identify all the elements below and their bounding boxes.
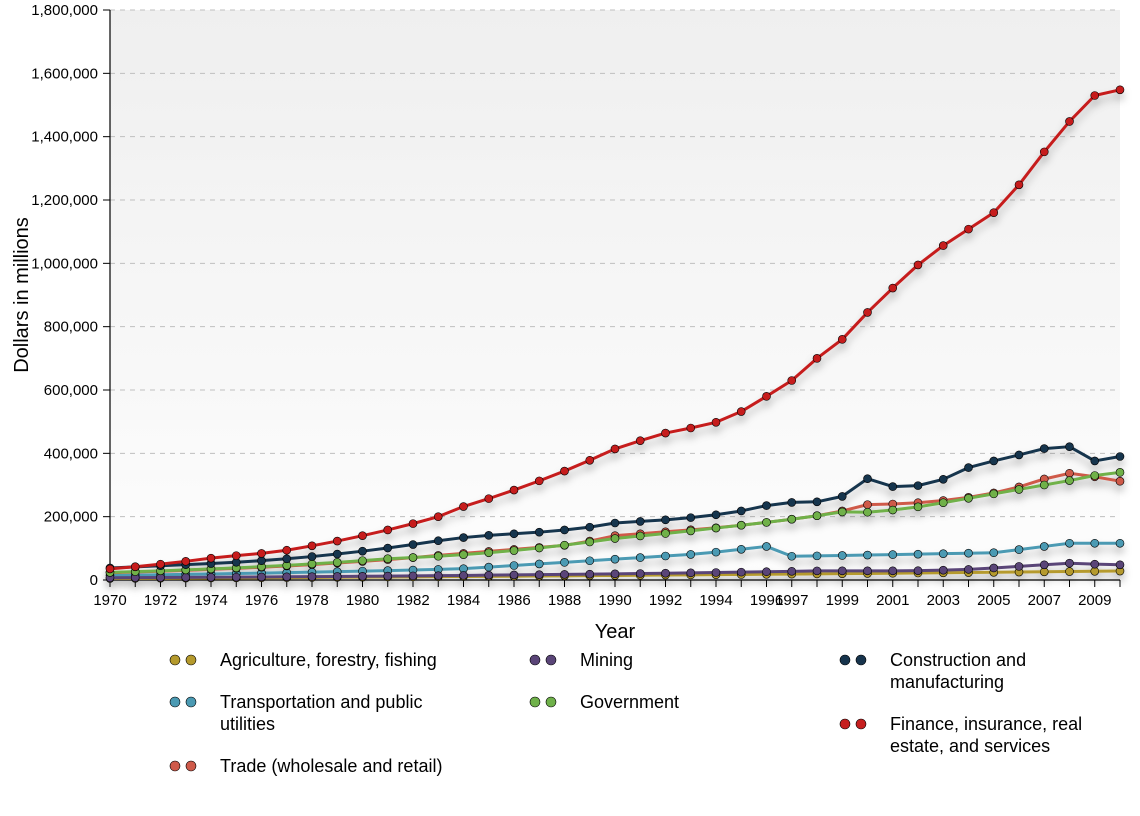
y-tick-label: 1,400,000 [31,129,98,146]
x-tick-label: 1997 [775,592,808,609]
legend-label: estate, and services [890,736,1050,756]
legend-item-trade: Trade (wholesale and retail) [160,756,442,776]
y-tick-label: 1,600,000 [31,65,98,82]
x-tick-label: 1970 [93,592,126,609]
y-tick-label: 0 [90,572,98,589]
legend-label: Government [580,692,679,712]
line-chart: 0 200,000 400,000 600,000 800,000 1,000,000 1,… [0,0,1140,816]
legend-label: manufacturing [890,672,1004,692]
y-tick-label: 1,000,000 [31,255,98,272]
x-tick-label: 1980 [346,592,379,609]
legend-label: Mining [580,650,633,670]
x-tick-label: 2001 [876,592,909,609]
x-tick-label: 1984 [447,592,480,609]
legend-item-agriculture: Agriculture, forestry, fishing [160,650,437,670]
x-tick-label: 1992 [649,592,682,609]
legend-label: Agriculture, forestry, fishing [220,650,437,670]
x-tick-label: 1972 [144,592,177,609]
legend-item-construction: Construction andmanufacturing [830,650,1026,692]
legend-item-mining: Mining [520,650,633,670]
legend: Agriculture, forestry, fishing Transporta… [160,650,1082,776]
legend-label: utilities [220,714,275,734]
y-axis-ticks: 0 200,000 400,000 600,000 800,000 1,000,000 1,… [31,2,110,589]
x-tick-label: 1978 [295,592,328,609]
legend-label: Trade (wholesale and retail) [220,756,442,776]
x-tick-label: 1988 [548,592,581,609]
y-axis-title: Dollars in millions [11,217,33,373]
x-tick-label: 1986 [497,592,530,609]
x-axis-title: Year [595,621,636,643]
legend-item-government: Government [520,692,679,712]
x-tick-label: 1982 [396,592,429,609]
x-tick-label: 2003 [927,592,960,609]
x-tick-label: 1974 [194,592,227,609]
y-tick-label: 800,000 [44,319,98,336]
y-tick-label: 200,000 [44,509,98,526]
y-tick-label: 400,000 [44,445,98,462]
x-tick-label: 1976 [245,592,278,609]
x-tick-label: 1994 [699,592,732,609]
y-tick-label: 1,800,000 [31,2,98,19]
legend-label: Transportation and public [220,692,422,712]
x-tick-label: 2005 [977,592,1010,609]
x-tick-label: 1990 [598,592,631,609]
legend-item-transportation: Transportation and publicutilities [160,692,422,734]
legend-label: Finance, insurance, real [890,714,1082,734]
legend-item-finance: Finance, insurance, realestate, and serv… [830,714,1082,756]
x-tick-label: 2009 [1078,592,1111,609]
y-tick-label: 1,200,000 [31,192,98,209]
x-tick-label: 2007 [1028,592,1061,609]
x-tick-label: 1999 [826,592,859,609]
x-axis-ticks: 1970 1972 1974 1976 1978 1980 1982 1984 1986 1988… [93,580,1120,609]
y-tick-label: 600,000 [44,382,98,399]
legend-label: Construction and [890,650,1026,670]
